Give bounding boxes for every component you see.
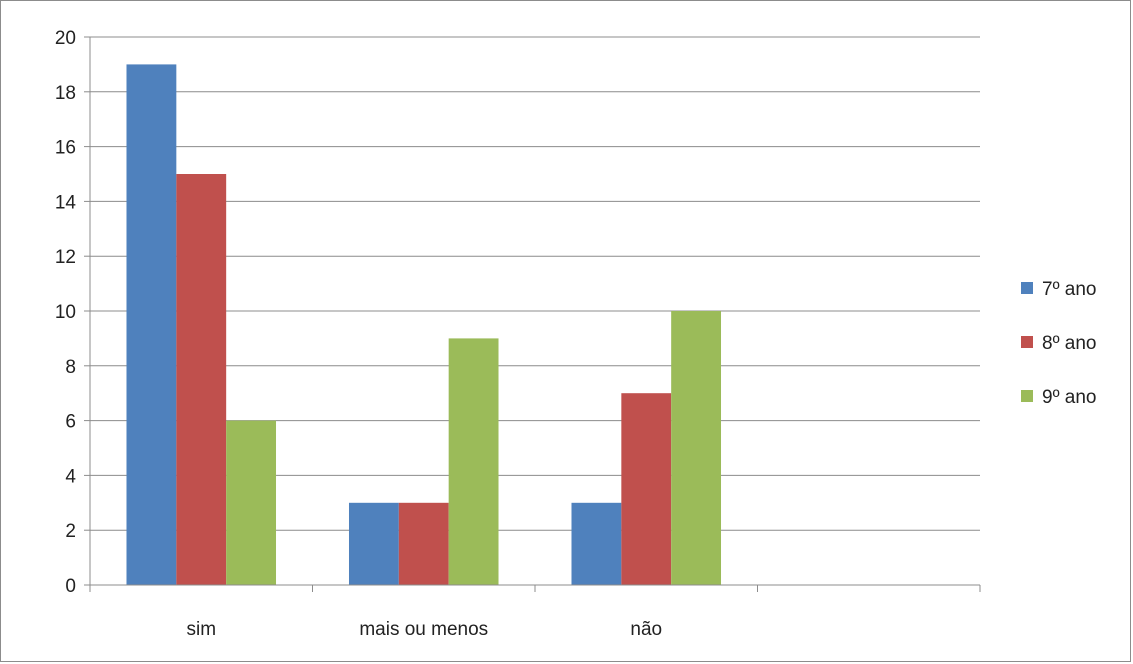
y-tick-label: 14 bbox=[55, 192, 77, 213]
bar bbox=[448, 338, 499, 585]
y-tick-label: 4 bbox=[65, 466, 76, 487]
bar bbox=[571, 502, 622, 585]
bar bbox=[126, 64, 177, 585]
y-tick-label: 10 bbox=[55, 302, 76, 323]
y-tick-label: 12 bbox=[55, 247, 76, 268]
legend-swatch bbox=[1021, 336, 1033, 348]
y-tick-label: 20 bbox=[55, 28, 76, 49]
legend-label: 8º ano bbox=[1042, 333, 1097, 354]
legend-swatch bbox=[1021, 390, 1033, 402]
y-tick-labels: 0 2 4 6 8 10 12 14 16 18 20 bbox=[55, 28, 77, 597]
y-tick-label: 18 bbox=[55, 83, 76, 104]
legend: 7º ano 8º ano 9º ano bbox=[1021, 279, 1097, 408]
x-category-label: sim bbox=[186, 619, 216, 640]
bar bbox=[348, 502, 399, 585]
x-category-labels: sim mais ou menos não bbox=[186, 619, 662, 640]
bar bbox=[671, 311, 722, 585]
bar bbox=[621, 393, 672, 585]
legend-label: 7º ano bbox=[1042, 279, 1097, 300]
legend-label: 9º ano bbox=[1042, 387, 1097, 408]
legend-swatch bbox=[1021, 282, 1033, 294]
axes bbox=[84, 36, 981, 592]
x-category-label: mais ou menos bbox=[359, 619, 488, 640]
y-tick-label: 2 bbox=[65, 521, 76, 542]
bars bbox=[126, 64, 722, 585]
bar bbox=[176, 174, 227, 585]
y-tick-label: 16 bbox=[55, 138, 76, 159]
bar bbox=[226, 420, 277, 585]
bar bbox=[398, 502, 449, 585]
x-category-label: não bbox=[630, 619, 662, 640]
y-tick-label: 0 bbox=[65, 576, 76, 597]
y-tick-label: 8 bbox=[65, 357, 76, 378]
y-tick-label: 6 bbox=[65, 412, 76, 433]
